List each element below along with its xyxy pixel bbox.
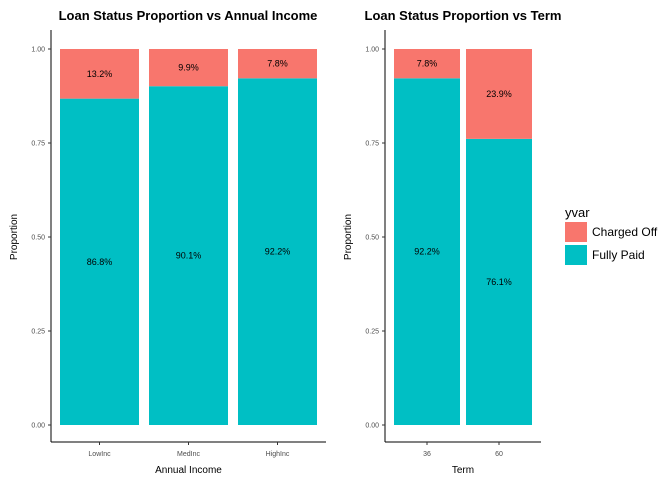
- data-label-charged-off: 7.8%: [267, 59, 288, 69]
- legend-swatch-charged-off: [565, 222, 587, 242]
- legend-label-charged-off: Charged Off: [592, 225, 658, 239]
- data-label-fully-paid: 92.2%: [265, 247, 291, 257]
- y-tick-label: 0.00: [365, 423, 379, 430]
- y-axis-title-annual-income: Proportion: [9, 214, 20, 260]
- x-axis-title-annual-income: Annual Income: [155, 465, 222, 476]
- legend-title: yvar: [565, 205, 590, 220]
- panel-term: Loan Status Proportion vs Term 0.00 0.25 0.…: [343, 8, 561, 476]
- y-tick-label: 0.25: [365, 329, 379, 336]
- y-axis-title-term: Proportion: [343, 214, 354, 260]
- data-label-fully-paid: 90.1%: [176, 251, 202, 261]
- y-tick-label: 0.75: [31, 141, 45, 148]
- bar-charged-off-36: [394, 49, 460, 79]
- x-tick-label: 60: [495, 451, 503, 458]
- bar-fully-paid-lowinc: [60, 98, 139, 425]
- data-label-charged-off: 7.8%: [417, 59, 438, 69]
- data-label-charged-off: 9.9%: [178, 63, 199, 73]
- x-tick-label: LowInc: [88, 451, 111, 458]
- chart-title-annual-income: Loan Status Proportion vs Annual Income: [59, 8, 318, 23]
- x-tick-label: 36: [423, 451, 431, 458]
- y-tick-label: 1.00: [365, 47, 379, 54]
- data-label-fully-paid: 86.8%: [87, 257, 113, 267]
- bar-fully-paid-highinc: [238, 78, 317, 425]
- y-tick-label: 0.25: [31, 329, 45, 336]
- legend-swatch-fully-paid: [565, 245, 587, 265]
- chart-title-term: Loan Status Proportion vs Term: [365, 8, 562, 23]
- legend: yvar Charged Off Fully Paid: [565, 205, 658, 265]
- data-label-charged-off: 13.2%: [87, 69, 113, 79]
- bar-fully-paid-60: [466, 138, 532, 425]
- y-tick-label: 0.75: [365, 141, 379, 148]
- data-label-fully-paid: 76.1%: [486, 277, 512, 287]
- data-label-charged-off: 23.9%: [486, 89, 512, 99]
- bar-charged-off-lowinc: [60, 49, 139, 99]
- bar-charged-off-highinc: [238, 49, 317, 79]
- x-tick-label: MedInc: [177, 451, 200, 458]
- legend-label-fully-paid: Fully Paid: [592, 248, 645, 262]
- bar-fully-paid-medinc: [149, 86, 228, 425]
- y-tick-label: 0.50: [365, 235, 379, 242]
- bar-charged-off-60: [466, 49, 532, 139]
- y-tick-label: 0.50: [31, 235, 45, 242]
- x-tick-label: HighInc: [266, 451, 290, 458]
- x-axis-title-term: Term: [452, 465, 474, 476]
- y-tick-label: 0.00: [31, 423, 45, 430]
- y-tick-label: 1.00: [31, 47, 45, 54]
- bar-charged-off-medinc: [149, 49, 228, 87]
- data-label-fully-paid: 92.2%: [414, 247, 440, 257]
- bar-fully-paid-36: [394, 78, 460, 425]
- panel-annual-income: Loan Status Proportion vs Annual Income 0…: [9, 8, 326, 476]
